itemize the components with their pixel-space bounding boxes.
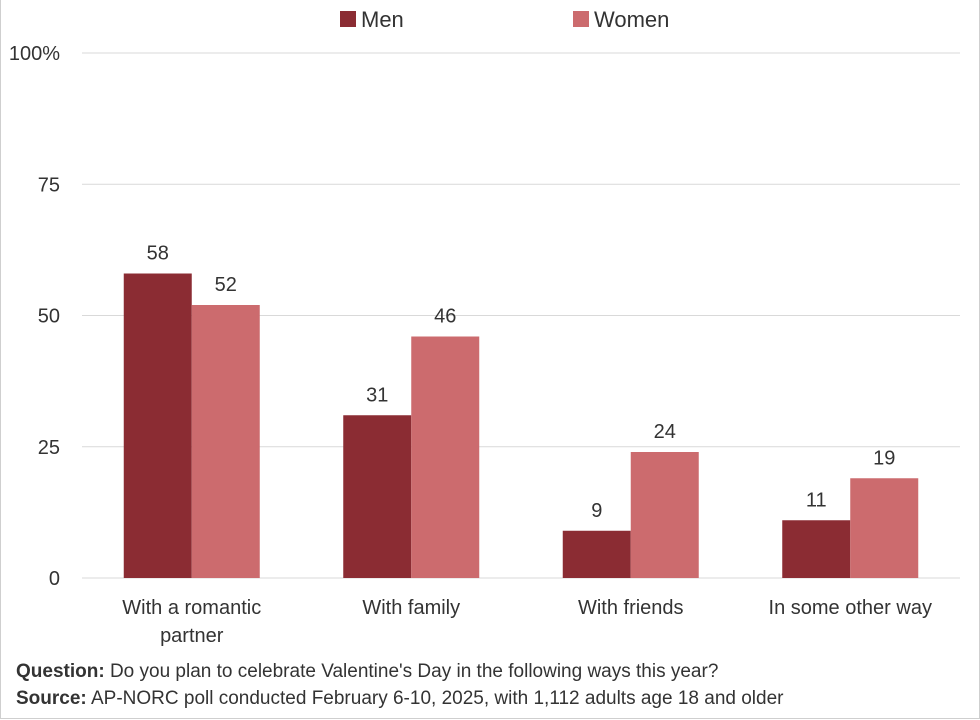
data-label: 31 [366, 384, 388, 406]
x-tick-label: With a romantic [122, 597, 261, 619]
x-tick-label: In some other way [769, 597, 932, 619]
question-line: Question: Do you plan to celebrate Valen… [16, 658, 784, 685]
data-label: 24 [654, 421, 676, 443]
legend-swatch [340, 11, 356, 27]
y-tick-label: 0 [49, 568, 60, 590]
question-label: Question: [16, 661, 105, 682]
bar [630, 452, 699, 578]
data-label: 46 [434, 306, 456, 328]
x-tick-label: With family [362, 597, 460, 619]
bar [850, 478, 919, 578]
data-label: 52 [215, 274, 237, 296]
x-tick-label: partner [160, 625, 224, 647]
y-tick-label: 75 [38, 174, 60, 196]
legend-label: Men [361, 7, 404, 32]
data-label: 19 [873, 447, 895, 469]
y-tick-label: 25 [38, 437, 60, 459]
x-tick-label: With friends [578, 597, 684, 619]
source-label: Source: [16, 688, 87, 709]
bar [343, 415, 412, 578]
data-label: 9 [591, 500, 602, 522]
legend-swatch [573, 11, 589, 27]
bar-chart: 0 25 50 75 100% 58 52 With a romantic partner 31 4… [9, 7, 960, 647]
y-tick-label: 50 [38, 306, 60, 328]
bar [191, 305, 260, 578]
bar [123, 273, 192, 578]
bar [782, 520, 851, 578]
data-label: 11 [806, 489, 827, 511]
chart-footer: Question: Do you plan to celebrate Valen… [16, 658, 784, 712]
bar [562, 530, 631, 578]
y-tick-label: 100% [9, 43, 60, 65]
legend-label: Women [594, 7, 669, 32]
question-text: Do you plan to celebrate Valentine's Day… [104, 661, 719, 682]
data-label: 58 [147, 243, 169, 265]
source-text: AP-NORC poll conducted February 6-10, 20… [86, 688, 784, 709]
source-line: Source: AP-NORC poll conducted February … [16, 685, 784, 712]
bar [411, 336, 480, 578]
